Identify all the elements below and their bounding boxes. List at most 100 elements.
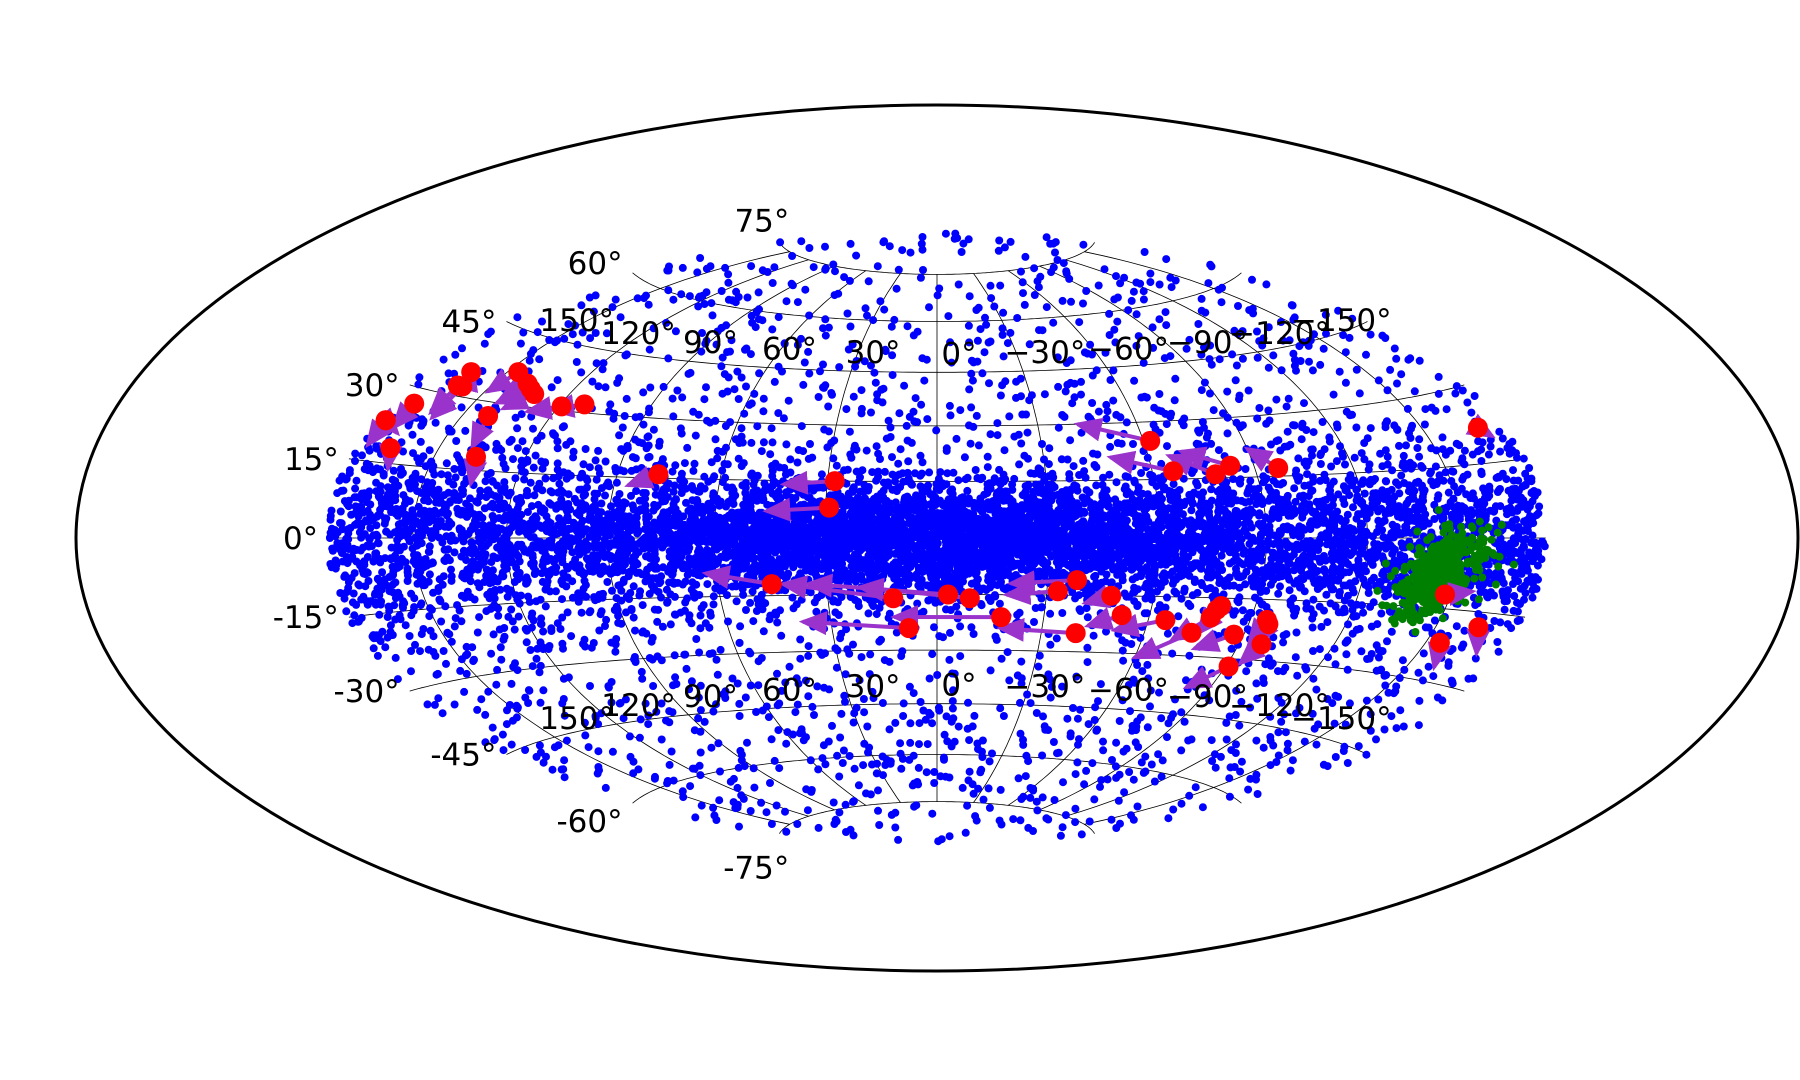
background-source-point [1005,412,1014,421]
background-source-point [964,321,973,330]
background-source-point [1399,722,1408,731]
background-source-point [732,287,741,296]
background-source-point [768,461,777,470]
background-source-point [692,635,701,643]
background-source-point [620,412,629,420]
background-source-point [1307,445,1316,454]
background-source-point [404,421,413,430]
background-source-point [950,234,959,243]
background-source-point [1231,376,1240,385]
background-source-point [933,671,942,679]
background-source-point [666,590,675,599]
background-source-point [897,652,906,660]
background-source-point [1157,714,1166,723]
background-source-point [718,389,727,398]
background-source-point [1030,264,1039,273]
background-source-point [709,803,718,812]
background-source-point [1050,796,1059,804]
background-source-point [1206,389,1214,398]
background-source-point [443,471,452,480]
background-source-point [1253,327,1261,336]
background-source-point [657,735,666,744]
background-source-point [915,740,923,749]
background-source-point [965,736,974,745]
background-source-point [828,721,836,730]
background-source-point [706,418,714,427]
background-source-point [821,315,830,324]
background-source-point [1235,391,1244,400]
background-source-point [1075,318,1084,327]
background-source-point [1015,460,1024,469]
background-source-point [939,753,948,762]
background-source-point [1424,662,1433,671]
background-source-point [500,478,509,487]
background-source-point [547,627,556,635]
background-source-point [695,648,704,657]
background-source-point [873,262,882,271]
background-source-point [1392,682,1401,691]
background-source-point [1308,366,1317,375]
background-source-point [1367,622,1376,631]
background-source-point [673,386,682,395]
background-source-point [767,424,776,433]
background-source-point [451,350,460,359]
background-source-point [741,693,750,702]
background-source-point [875,821,884,829]
background-source-point [1418,463,1427,472]
background-source-point [821,760,830,769]
background-source-point [979,795,988,804]
background-source-point [679,793,688,802]
background-source-point [1316,460,1325,468]
background-source-point [702,288,711,297]
background-source-point [997,654,1006,663]
background-source-point [403,577,412,585]
background-source-point [747,438,756,447]
background-source-point [714,739,723,748]
background-source-point [498,730,507,739]
background-source-point [843,309,852,318]
background-source-point [1241,580,1250,589]
background-source-point [918,458,927,467]
background-source-point [1276,582,1284,591]
background-source-point [1167,283,1176,292]
background-source-point [1309,674,1318,683]
background-source-point [891,823,900,832]
background-source-point [615,431,624,440]
background-source-point [569,447,578,456]
background-source-point [1162,420,1171,429]
background-source-point [852,251,861,260]
background-source-point [1098,491,1107,499]
background-source-point [1244,386,1253,395]
background-source-point [1444,488,1453,497]
background-source-point [507,740,516,749]
background-source-point [669,295,678,304]
background-source-point [1381,681,1390,690]
background-source-point [1046,609,1055,618]
background-source-point [894,835,903,844]
background-source-point [1293,671,1302,680]
background-source-point [958,783,967,792]
background-source-point [1113,293,1122,302]
background-source-point [1077,830,1086,839]
background-source-point [1383,386,1392,395]
background-source-point [507,679,516,688]
background-source-point [417,630,426,639]
background-source-point [473,705,482,714]
background-source-point [797,237,806,246]
background-source-point [431,418,440,427]
background-source-point [1169,480,1178,489]
background-source-point [535,355,544,364]
background-source-point [462,669,471,678]
background-source-point [1120,788,1129,797]
background-source-point [1214,446,1223,455]
background-source-point [603,578,612,586]
background-source-point [1272,395,1281,404]
background-source-point [1042,233,1051,242]
background-source-point [957,248,966,256]
background-source-point [880,305,889,314]
background-source-point [895,409,904,418]
background-source-point [773,618,782,627]
background-source-point [1333,423,1342,432]
background-source-point [366,524,375,532]
background-source-point [876,297,885,306]
